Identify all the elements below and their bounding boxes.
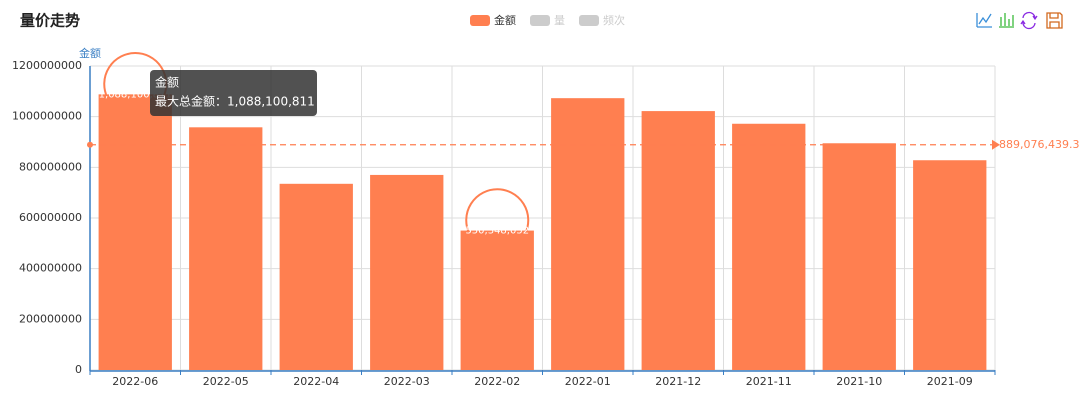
bar: [370, 174, 444, 370]
tooltip-text: 最大总金额：1,088,100,811: [155, 94, 315, 109]
x-tick-label: 2022-05: [203, 375, 249, 388]
x-tick-label: 2022-03: [384, 375, 430, 388]
x-tick-label: 2022-04: [293, 375, 339, 388]
line-chart-button[interactable]: [976, 13, 992, 28]
save-button[interactable]: [1046, 12, 1063, 29]
bar: [913, 160, 987, 370]
bar: [98, 94, 172, 371]
y-tick-label: 400000000: [19, 262, 82, 275]
bar: [822, 143, 896, 370]
x-tick-label: 2022-02: [474, 375, 520, 388]
x-tick-label: 2022-01: [565, 375, 611, 388]
chart-title: 量价走势: [20, 12, 80, 30]
bar-chart-button[interactable]: [999, 13, 1014, 28]
legend-swatch[interactable]: [530, 15, 550, 26]
tooltip-box: [150, 70, 317, 116]
mark-point-pin: [465, 188, 530, 235]
bar: [189, 127, 263, 370]
mark-point-label: 550,348,052: [465, 226, 529, 237]
legend-label: 量: [554, 14, 565, 27]
tooltip-title: 金额: [155, 75, 179, 90]
x-tick-label: 2021-11: [746, 375, 792, 388]
y-tick-label: 1200000000: [12, 59, 82, 72]
legend-swatch[interactable]: [579, 15, 599, 26]
toolbox: [976, 11, 1063, 30]
legend-label: 金额: [494, 13, 516, 27]
y-tick-label: 200000000: [19, 312, 82, 325]
average-line-label: 889,076,439.3: [999, 138, 1079, 151]
bar: [551, 98, 625, 370]
x-tick-label: 2021-09: [927, 375, 973, 388]
x-tick-label: 2021-10: [836, 375, 882, 388]
average-line-arrow: [992, 139, 1000, 150]
x-tick-label: 2021-12: [655, 375, 701, 388]
average-line-start: [87, 141, 93, 148]
bar: [460, 230, 534, 370]
bar: [641, 111, 715, 371]
bar: [279, 183, 353, 370]
y-tick-label: 600000000: [19, 211, 82, 224]
y-tick-label: 0: [75, 363, 82, 376]
legend-label: 频次: [603, 13, 625, 27]
legend-swatch[interactable]: [470, 15, 490, 26]
mark-point-label: 1,088,100,811: [99, 89, 172, 100]
y-axis-name: 金额: [79, 46, 101, 60]
y-tick-label: 1000000000: [12, 110, 82, 123]
restore-button[interactable]: [1020, 11, 1038, 30]
x-tick-label: 2022-06: [112, 375, 158, 388]
bar: [732, 123, 806, 370]
y-tick-label: 800000000: [19, 160, 82, 173]
